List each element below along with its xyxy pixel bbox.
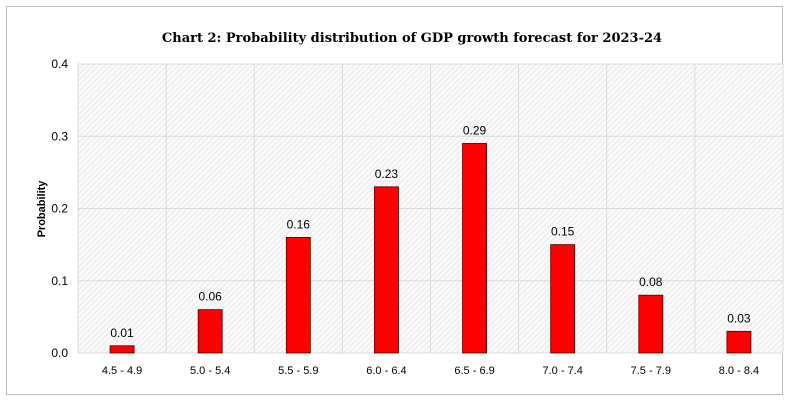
data-label: 0.29 (463, 123, 487, 137)
x-tick-label: 7.0 - 7.4 (543, 365, 583, 377)
data-label: 0.16 (287, 217, 311, 231)
bar (726, 330, 752, 354)
bar (197, 309, 223, 354)
y-tick-label: 0.4 (51, 57, 68, 71)
bar (374, 186, 399, 354)
x-tick-label: 6.0 - 6.4 (366, 365, 406, 377)
y-tick-label: 0.0 (51, 346, 68, 360)
bar (550, 244, 576, 354)
data-label: 0.01 (110, 326, 134, 340)
bar (638, 294, 664, 354)
x-tick-label: 4.5 - 4.9 (102, 365, 142, 377)
x-tick-label: 5.5 - 5.9 (278, 365, 318, 377)
x-tick-label: 7.5 - 7.9 (631, 365, 671, 377)
data-label: 0.23 (375, 167, 399, 181)
y-tick-label: 0.3 (51, 129, 68, 143)
data-label: 0.15 (551, 225, 575, 239)
bar (462, 143, 487, 354)
bar (109, 345, 135, 354)
y-axis-label: Probability (36, 180, 48, 238)
x-tick-label: 5.0 - 5.4 (190, 365, 230, 377)
x-tick-label: 8.0 - 8.4 (719, 365, 759, 377)
chart-title: Chart 2: Probability distribution of GDP… (162, 31, 662, 46)
bar (285, 236, 311, 354)
y-tick-label: 0.1 (51, 274, 68, 288)
data-label: 0.03 (727, 311, 751, 325)
data-label: 0.06 (199, 290, 223, 304)
y-tick-label: 0.2 (51, 202, 68, 216)
x-tick-label: 6.5 - 6.9 (454, 365, 494, 377)
data-label: 0.08 (639, 275, 663, 289)
